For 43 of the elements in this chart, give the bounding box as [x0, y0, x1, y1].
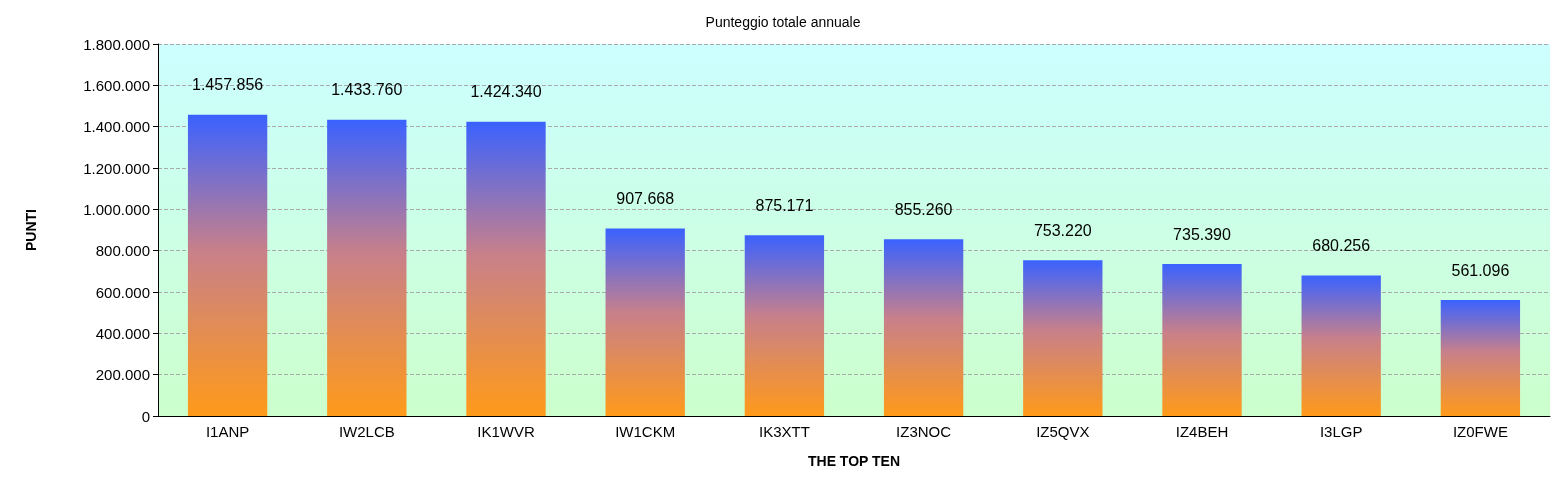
data-label: 1.433.760	[331, 81, 403, 99]
y-tick-label: 0	[141, 407, 150, 425]
y-tick-label: 800.000	[95, 242, 150, 260]
y-tick-label: 1.600.000	[83, 76, 150, 94]
data-label: 735.390	[1173, 225, 1232, 243]
bar	[1301, 275, 1381, 416]
data-label: 1.457.856	[192, 76, 264, 94]
y-axis-title: PUNTI	[23, 209, 39, 251]
x-tick-label: IZ0FWE	[1452, 423, 1508, 440]
x-tick-label: I1ANP	[205, 423, 250, 440]
bar	[1162, 264, 1242, 416]
x-tick-label: I3LGP	[1319, 423, 1363, 440]
x-tick-label: IK1WVR	[477, 423, 535, 440]
y-tick-label: 1.800.000	[83, 35, 150, 53]
y-tick-label: 400.000	[95, 324, 150, 342]
x-tick-label: IW2LCB	[338, 423, 395, 440]
x-axis-title: THE TOP TEN	[807, 453, 901, 469]
y-tick-label: 1.400.000	[83, 118, 150, 136]
data-label: 680.256	[1312, 236, 1371, 254]
data-label: 561.096	[1451, 261, 1510, 279]
data-label: 855.260	[894, 200, 953, 218]
y-tick-label: 1.200.000	[83, 159, 150, 177]
bar	[605, 228, 685, 416]
bar	[466, 121, 546, 416]
x-tick-label: IZ5QVX	[1036, 423, 1090, 440]
data-label: 907.668	[616, 189, 675, 207]
y-tick-label: 200.000	[95, 366, 150, 384]
data-label: 753.220	[1033, 221, 1092, 239]
data-label: 1.424.340	[470, 83, 542, 101]
x-tick-label: IZ3NOC	[896, 423, 952, 440]
x-tick-label: IK3XTT	[758, 423, 810, 440]
x-tick-label: IW1CKM	[615, 423, 676, 440]
bar	[744, 235, 825, 416]
chart-title: Punteggio totale annuale	[705, 14, 861, 30]
x-tick-label: IZ4BEH	[1175, 423, 1229, 440]
bar	[1440, 300, 1521, 416]
y-tick-label: 600.000	[95, 283, 150, 301]
y-tick-label: 1.000.000	[83, 200, 150, 218]
bar	[187, 114, 268, 416]
bar	[1023, 260, 1103, 416]
data-label: 875.171	[755, 196, 814, 214]
bar	[883, 239, 964, 416]
bar	[327, 119, 407, 416]
